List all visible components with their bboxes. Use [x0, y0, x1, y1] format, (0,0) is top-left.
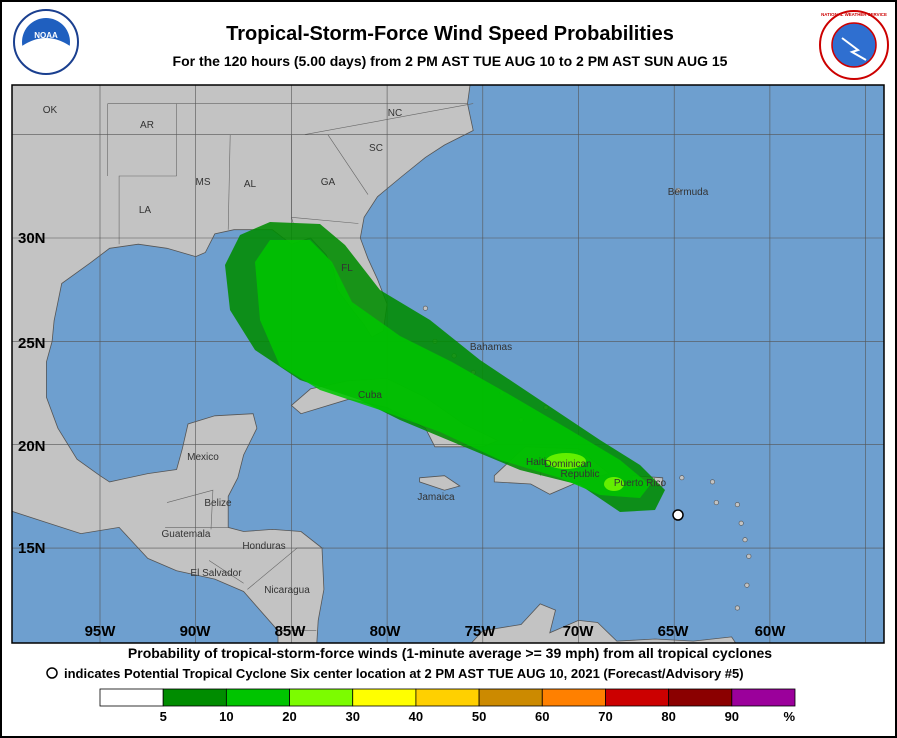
- legend-label: 50: [472, 709, 486, 724]
- legend-swatch: [415, 688, 480, 707]
- island: [422, 305, 428, 311]
- island: [734, 502, 740, 508]
- longitude-label: 65W: [658, 623, 690, 640]
- island: [738, 520, 744, 526]
- border: [208, 560, 244, 584]
- border: [118, 175, 177, 245]
- legend-label: 30: [345, 709, 359, 724]
- place-label: Nicaragua: [264, 585, 310, 596]
- place-label: SC: [369, 143, 383, 154]
- legend: 5 10 20 30 40 50 60 70 80 90%: [99, 688, 796, 724]
- legend-label: %: [783, 709, 795, 724]
- island: [679, 475, 685, 481]
- legend-label: 40: [409, 709, 423, 724]
- storm-center: [672, 509, 684, 521]
- longitude-label: 80W: [370, 623, 402, 640]
- legend-swatch: [99, 688, 164, 707]
- island: [734, 605, 740, 611]
- place-label: AL: [244, 179, 257, 190]
- logo-text: NATIONAL WEATHER SERVICE: [821, 12, 887, 17]
- legend-swatch: [478, 688, 543, 707]
- legend-swatch: [162, 688, 227, 707]
- legend-swatch: [605, 688, 670, 707]
- probability-contour: [546, 453, 586, 469]
- place-label: AR: [140, 120, 154, 131]
- nws-logo: NATIONAL WEATHER SERVICE: [819, 10, 889, 80]
- island: [713, 500, 719, 506]
- legend-swatch: [668, 688, 733, 707]
- latitude-label: 20N: [18, 438, 46, 455]
- latitude-label: 15N: [18, 540, 46, 557]
- island: [742, 537, 748, 543]
- border: [327, 134, 369, 195]
- place-label: Bahamas: [470, 342, 512, 353]
- legend-swatch: [731, 688, 796, 707]
- legend-swatch: [352, 688, 417, 707]
- island: [675, 187, 681, 193]
- longitude-label: 90W: [180, 623, 212, 640]
- place-label: MS: [196, 177, 211, 188]
- map-border: [11, 84, 885, 644]
- border: [166, 489, 214, 530]
- longitude-label: 70W: [563, 623, 595, 640]
- place-label: Belize: [204, 498, 232, 509]
- border: [304, 103, 474, 135]
- legend-label: 5: [160, 709, 167, 724]
- place-label: LA: [139, 205, 152, 216]
- place-label: El Salvador: [190, 568, 242, 579]
- place-label: Dominican: [544, 459, 591, 470]
- land: [12, 85, 474, 643]
- title: Tropical-Storm-Force Wind Speed Probabil…: [226, 23, 674, 45]
- center-symbol: [46, 667, 58, 679]
- island: [744, 582, 750, 588]
- subtitle: For the 120 hours (5.00 days) from 2 PM …: [173, 53, 728, 69]
- legend-label: 90: [725, 709, 739, 724]
- place-label: OK: [43, 105, 58, 116]
- longitude-label: 85W: [275, 623, 307, 640]
- place-label: Cuba: [358, 390, 382, 401]
- caption-line: indicates Potential Tropical Cyclone Six…: [64, 666, 744, 681]
- legend-swatch: [225, 688, 290, 707]
- border: [227, 134, 231, 230]
- place-label: FL: [341, 263, 353, 274]
- latitude-label: 25N: [18, 335, 46, 352]
- place-label: Mexico: [187, 452, 219, 463]
- place-label: Bermuda: [668, 187, 709, 198]
- land: [419, 475, 461, 491]
- legend-label: 20: [282, 709, 296, 724]
- longitude-label: 60W: [755, 623, 787, 640]
- legend-swatch: [289, 688, 354, 707]
- latitude-label: 30N: [18, 230, 46, 247]
- place-label: Guatemala: [162, 529, 211, 540]
- place-label: GA: [321, 177, 336, 188]
- place-label: Puerto Rico: [614, 478, 667, 489]
- caption-line: Probability of tropical-storm-force wind…: [128, 645, 772, 661]
- place-label: Jamaica: [417, 492, 455, 503]
- land: [470, 603, 737, 643]
- legend-label: 80: [661, 709, 675, 724]
- island: [709, 479, 715, 485]
- island: [746, 553, 752, 559]
- probability-contour: [604, 477, 624, 491]
- legend-label: 60: [535, 709, 549, 724]
- place-label: Honduras: [242, 541, 285, 552]
- legend-label: 10: [219, 709, 233, 724]
- longitude-label: 95W: [85, 623, 117, 640]
- place-label: NC: [388, 108, 402, 119]
- place-label: Haiti: [526, 457, 546, 468]
- border: [291, 217, 359, 224]
- legend-label: 70: [598, 709, 612, 724]
- map-labels: 30N 25N 20N 15N 95W 90W 85W 80W 75W 70W 65W 60W OK AR…: [18, 105, 786, 640]
- place-label: Republic: [561, 469, 600, 480]
- longitude-label: 75W: [465, 623, 497, 640]
- logo-text: NOAA: [34, 31, 58, 40]
- legend-swatch: [541, 688, 606, 707]
- map: [12, 85, 884, 643]
- probability-contour: [255, 240, 650, 498]
- noaa-logo: NOAA: [13, 9, 79, 75]
